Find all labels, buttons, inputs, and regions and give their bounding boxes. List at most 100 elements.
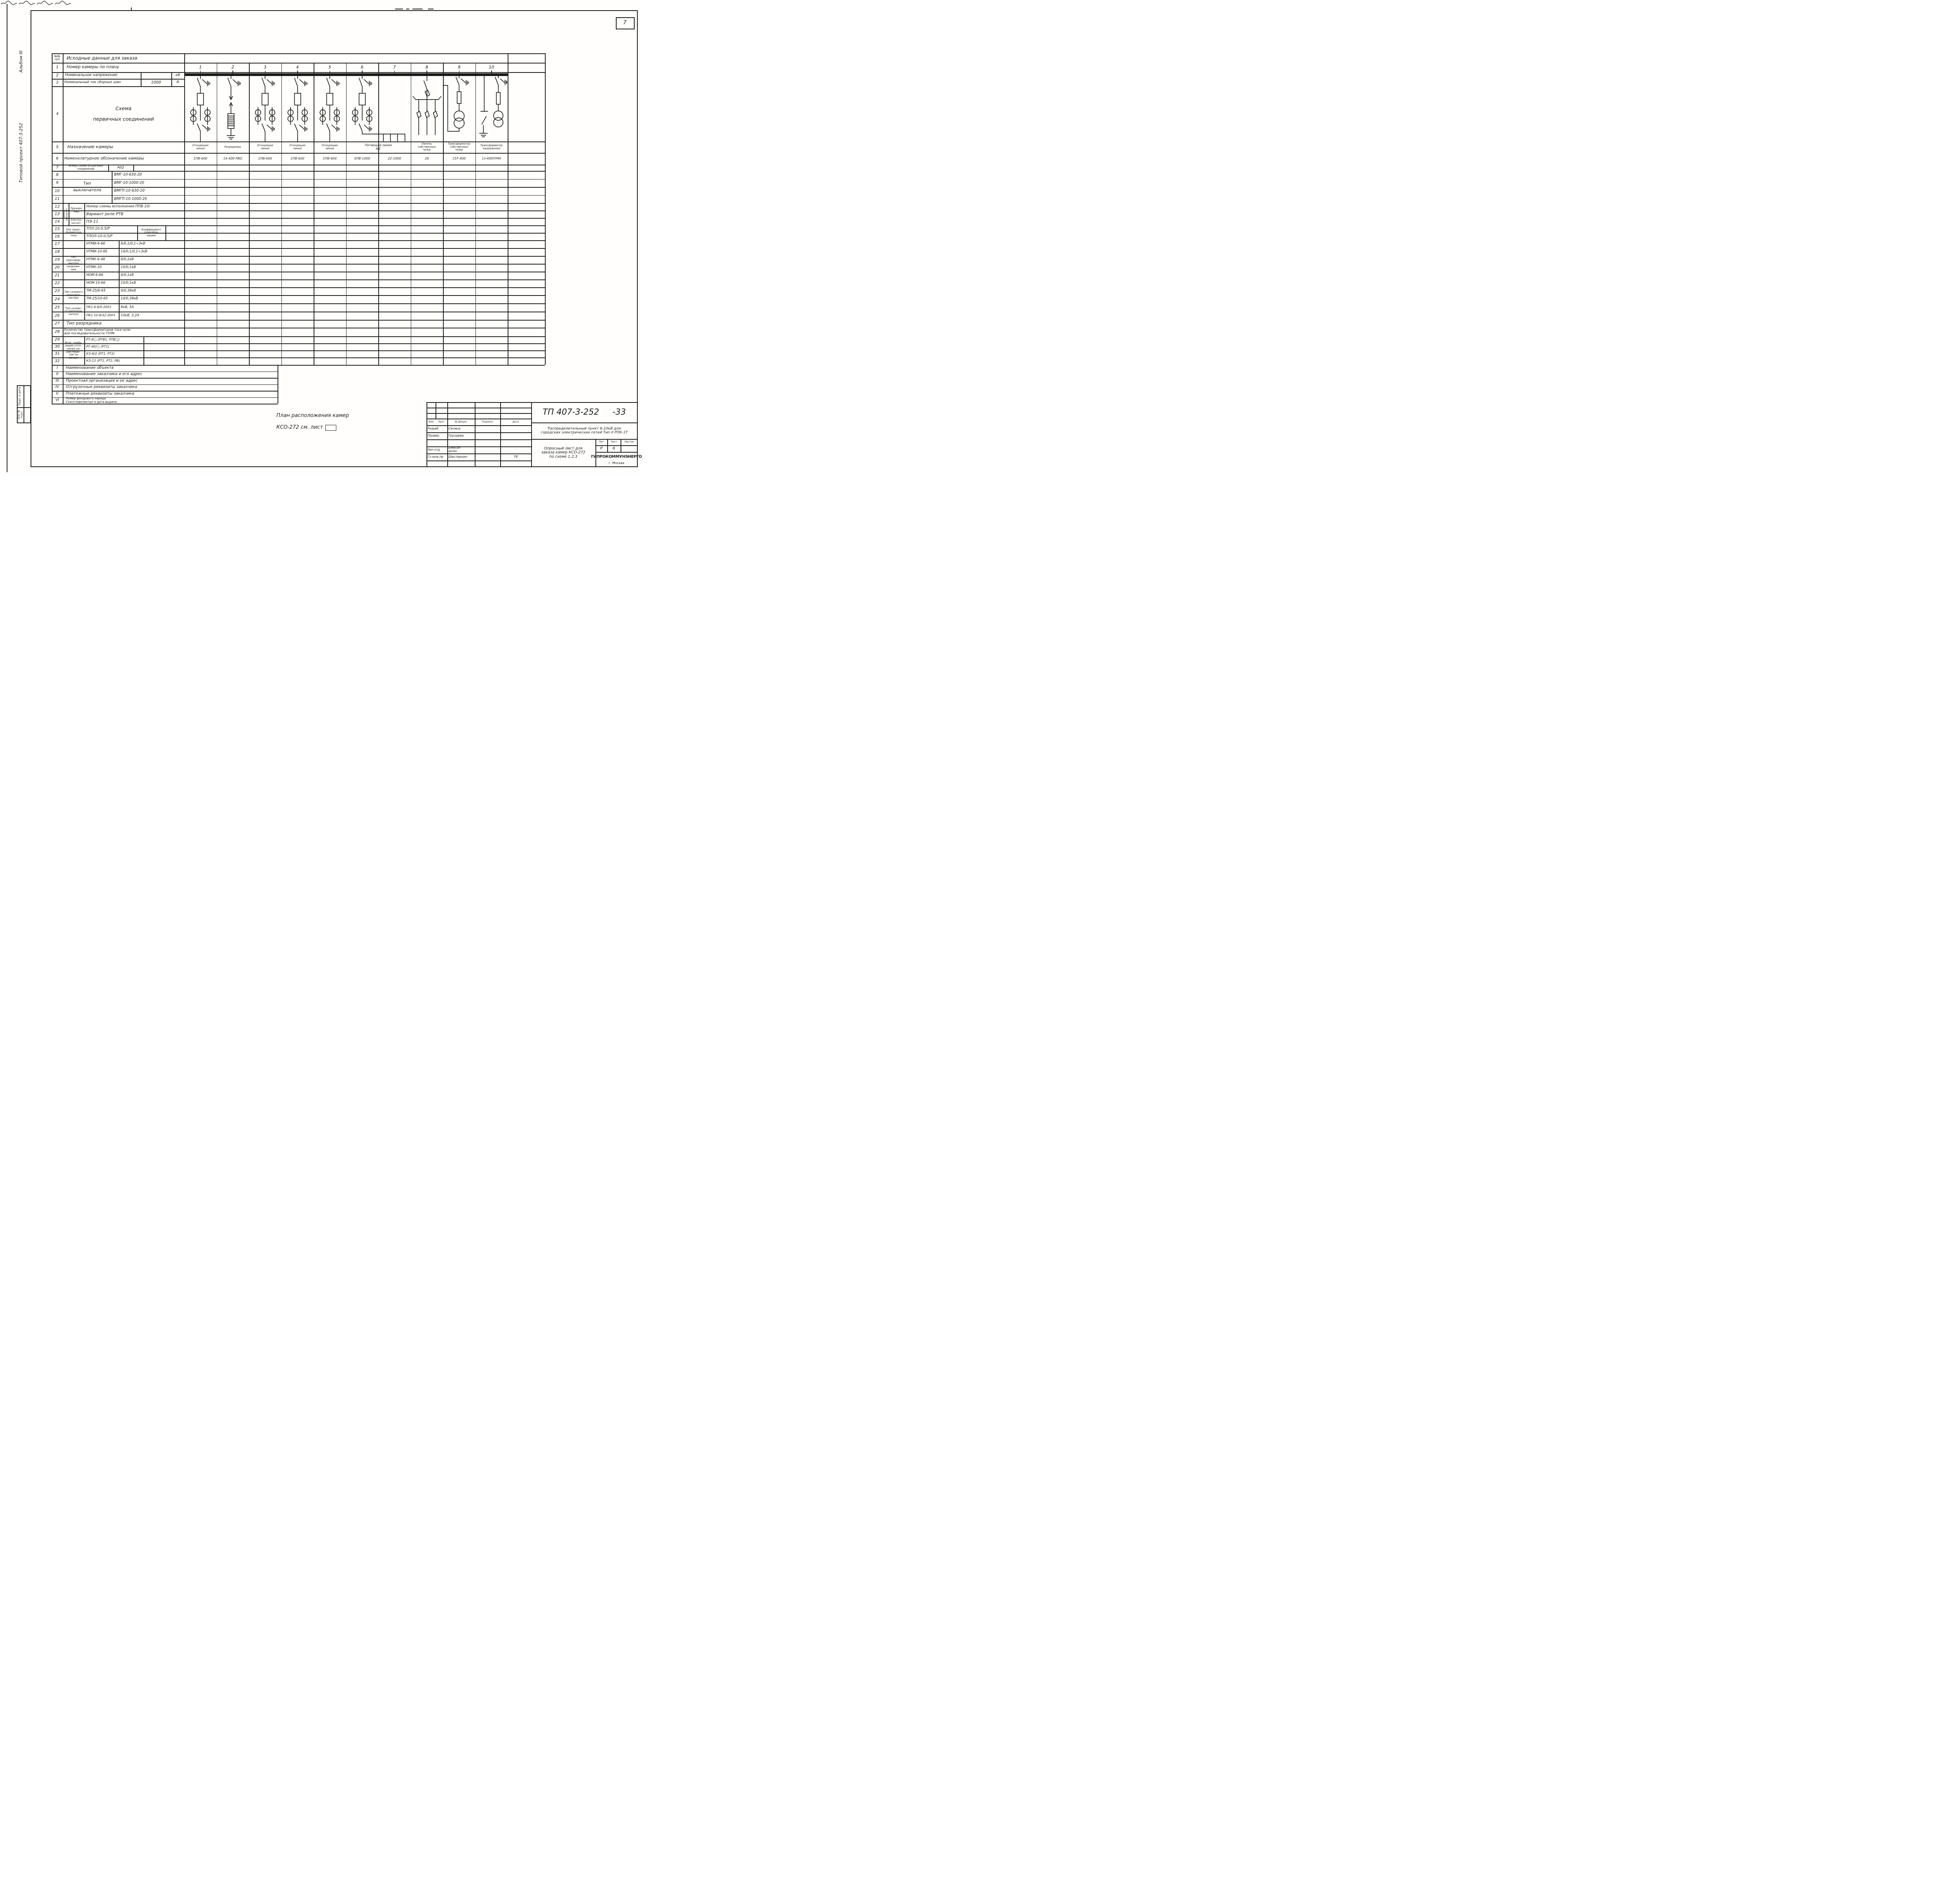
grid-hline xyxy=(52,264,545,265)
note-line2: КСО-272 см. лист xyxy=(276,423,410,432)
camera-number: 3 xyxy=(263,64,267,70)
grid-hline xyxy=(52,210,545,211)
row2-unit: кВ xyxy=(175,73,180,78)
stamp-signature xyxy=(37,0,53,5)
row-number: 21 xyxy=(54,273,60,278)
row14-value: ПЭ-11 xyxy=(86,219,98,224)
relay-value: КЗ-12 (РТ1, РТ2, РВ) xyxy=(86,359,120,363)
grid-vline xyxy=(531,402,532,467)
camera-purpose: Трансформатор напряжения xyxy=(480,143,503,150)
stamp-column-header: № Докум. xyxy=(455,420,467,423)
row7-value: А02 xyxy=(117,165,124,170)
stamp-lit-value: 6 xyxy=(612,446,615,451)
row-number: 32 xyxy=(54,359,60,363)
camera-designation: 1ПВ-600 xyxy=(193,156,208,161)
row-number: 12 xyxy=(54,204,60,209)
grid-hline xyxy=(52,53,545,54)
row-number: 30 xyxy=(54,344,60,349)
grid-hline xyxy=(52,187,545,188)
grid-hline xyxy=(426,425,531,426)
busbar-stub xyxy=(459,71,460,74)
grid-vline xyxy=(475,63,476,365)
camera-number: 6 xyxy=(361,64,364,70)
camera-designation: 1ПВ-600 xyxy=(290,156,305,161)
grid-hline xyxy=(595,452,637,453)
stamp-column-header: Лист xyxy=(438,420,445,423)
roman-row-label: Платежные реквизиты заказчика xyxy=(66,391,134,396)
grid-hline xyxy=(531,422,637,423)
row-number: 9 xyxy=(56,181,59,185)
grid-hline xyxy=(52,195,545,196)
grid-vline xyxy=(137,225,138,240)
drawing-sheet: 7 Альбом III Типовой проект 407-3-252 По… xyxy=(0,0,642,475)
grid-vline xyxy=(443,63,444,365)
grid-hline xyxy=(52,86,184,87)
busbar-stub xyxy=(362,71,363,74)
row13-value: Вариант реле РТВ xyxy=(86,212,123,216)
row15-value: ТПЛ-10-0,5/Р xyxy=(86,227,110,231)
grid-hline xyxy=(52,397,278,398)
grid-hline xyxy=(52,378,278,379)
note-sheet-placeholder-box xyxy=(325,424,336,431)
grid-hline xyxy=(52,79,184,80)
row-number: 4 xyxy=(56,111,59,116)
drive-spring-label: Пружин- ный xyxy=(70,207,83,213)
relay-value: РТ-40/□ (РТ1) xyxy=(86,344,109,349)
stamp-role: Провер. xyxy=(428,433,440,437)
row-number: 2 xyxy=(56,73,59,78)
grid-hline xyxy=(52,179,545,180)
row-number: 27 xyxy=(54,321,60,326)
camera-number: 2 xyxy=(231,64,234,70)
roman-row-number: V xyxy=(56,391,59,396)
row2-label: Номинальное напряжение xyxy=(65,73,118,78)
breaker-type-value: ВМГ-10-1000-20 xyxy=(114,180,144,185)
camera-number: 4 xyxy=(296,64,299,70)
grid-vline xyxy=(607,439,608,452)
row-number: 25 xyxy=(54,305,60,310)
row27-label: Тип разрядника xyxy=(67,321,102,326)
camera-designation: 13-400НТМН xyxy=(482,156,501,160)
stamp-name: Груздева xyxy=(448,433,464,437)
row6-label: Номенклатурное обозначение камеры xyxy=(64,156,144,161)
grid-vline xyxy=(595,439,596,467)
grid-hline xyxy=(426,460,531,461)
row-number: 22 xyxy=(54,281,60,286)
grid-hline xyxy=(52,343,545,344)
grid-vline xyxy=(108,165,109,171)
row-number: 3 xyxy=(56,80,59,85)
grid-hline xyxy=(426,446,531,447)
row-number: 14 xyxy=(54,219,60,224)
aux-transformer-schematic xyxy=(443,76,469,132)
breaker-type-value: ВМГП-10-1000-20 xyxy=(114,196,147,201)
grid-hline xyxy=(52,357,545,358)
row-number: 10 xyxy=(54,189,60,193)
grid-vline xyxy=(447,402,448,467)
busbar-stub xyxy=(265,71,266,74)
stamp-lit-value xyxy=(621,445,637,452)
grid-vline xyxy=(171,72,172,86)
camera-purpose: Трансформатор собственных нужд xyxy=(448,142,470,152)
camera-number: 5 xyxy=(328,64,331,70)
stamp-column-header: Изм xyxy=(428,420,434,423)
camera-number: 1 xyxy=(199,64,202,70)
stamp-lit-header: Лит xyxy=(599,441,604,444)
row-number: 15 xyxy=(54,227,60,231)
fuse-rating-value: 6кВ, 5А xyxy=(121,305,134,309)
fuse-type-value: ПК1-6-8/5-20У3 xyxy=(86,305,111,309)
row-number: 17 xyxy=(54,242,60,247)
fuse-rating-value: 10кВ, 3,2А xyxy=(121,313,140,317)
margin-stamp-inv-label: Инв. № подл. xyxy=(17,410,23,419)
row28-label: Количество трансформаторов тока нуле- во… xyxy=(64,328,131,335)
grid-hline xyxy=(52,391,278,392)
grid-hline xyxy=(52,320,545,321)
stamp-doc-title: Опросный лист для заказа камер КСО-272 п… xyxy=(541,446,586,459)
grid-hline xyxy=(52,248,545,249)
outgoing-line-schematic xyxy=(255,76,276,142)
camera-purpose: Отходящая линия xyxy=(289,143,306,150)
vt-coeff-value: 6/0,1кВ xyxy=(121,273,134,277)
roman-row-label: Наименование заказчика и его адрес xyxy=(66,372,142,377)
stamp-role: Нач отд xyxy=(428,448,440,451)
vt-type-value: НОМ-10-66 xyxy=(86,281,105,285)
grid-hline xyxy=(52,287,545,288)
grid-vline xyxy=(84,225,85,320)
